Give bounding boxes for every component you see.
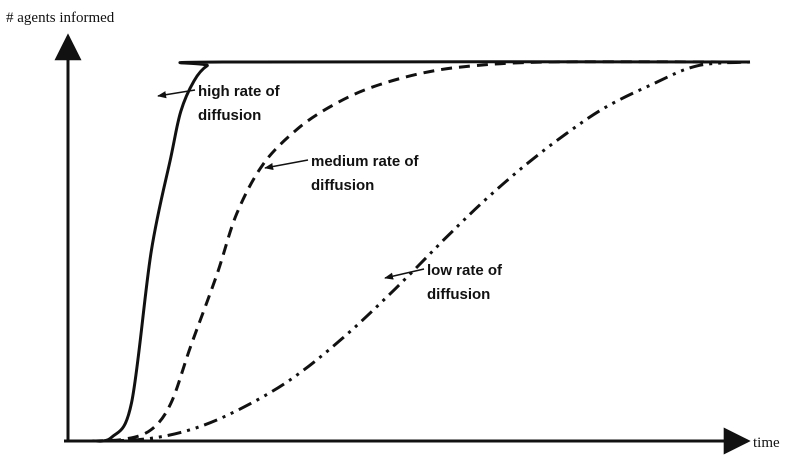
- annotation-layer: high rate of diffusion medium rate of diffu…: [157, 83, 503, 303]
- annotation-label-high-rate-of-diffusion-line-2: diffusion: [198, 107, 261, 124]
- annotation-label-high-rate-of-diffusion-line-1: high rate of: [198, 83, 281, 100]
- annotation-label-low-rate-of-diffusion-line-1: low rate of: [427, 262, 503, 279]
- annotation-label-medium-rate-of-diffusion-line-2: diffusion: [311, 177, 374, 194]
- series-line-low-rate-of-diffusion: [91, 60, 751, 443]
- annotation-label-low-rate-of-diffusion-line-2: diffusion: [427, 286, 490, 303]
- annotation-arrow-high-rate-of-diffusion: [157, 89, 196, 99]
- x-axis-label: time: [753, 435, 780, 451]
- y-axis-label: # agents informed: [6, 10, 115, 26]
- annotation-arrow-medium-rate-of-diffusion: [264, 159, 309, 171]
- series-line-high-rate-of-diffusion: [91, 60, 751, 443]
- series-layer: [91, 60, 751, 443]
- annotation-arrow-low-rate-of-diffusion: [384, 268, 425, 280]
- series-line-medium-rate-of-diffusion: [91, 60, 751, 443]
- annotation-label-medium-rate-of-diffusion-line-1: medium rate of: [311, 153, 420, 170]
